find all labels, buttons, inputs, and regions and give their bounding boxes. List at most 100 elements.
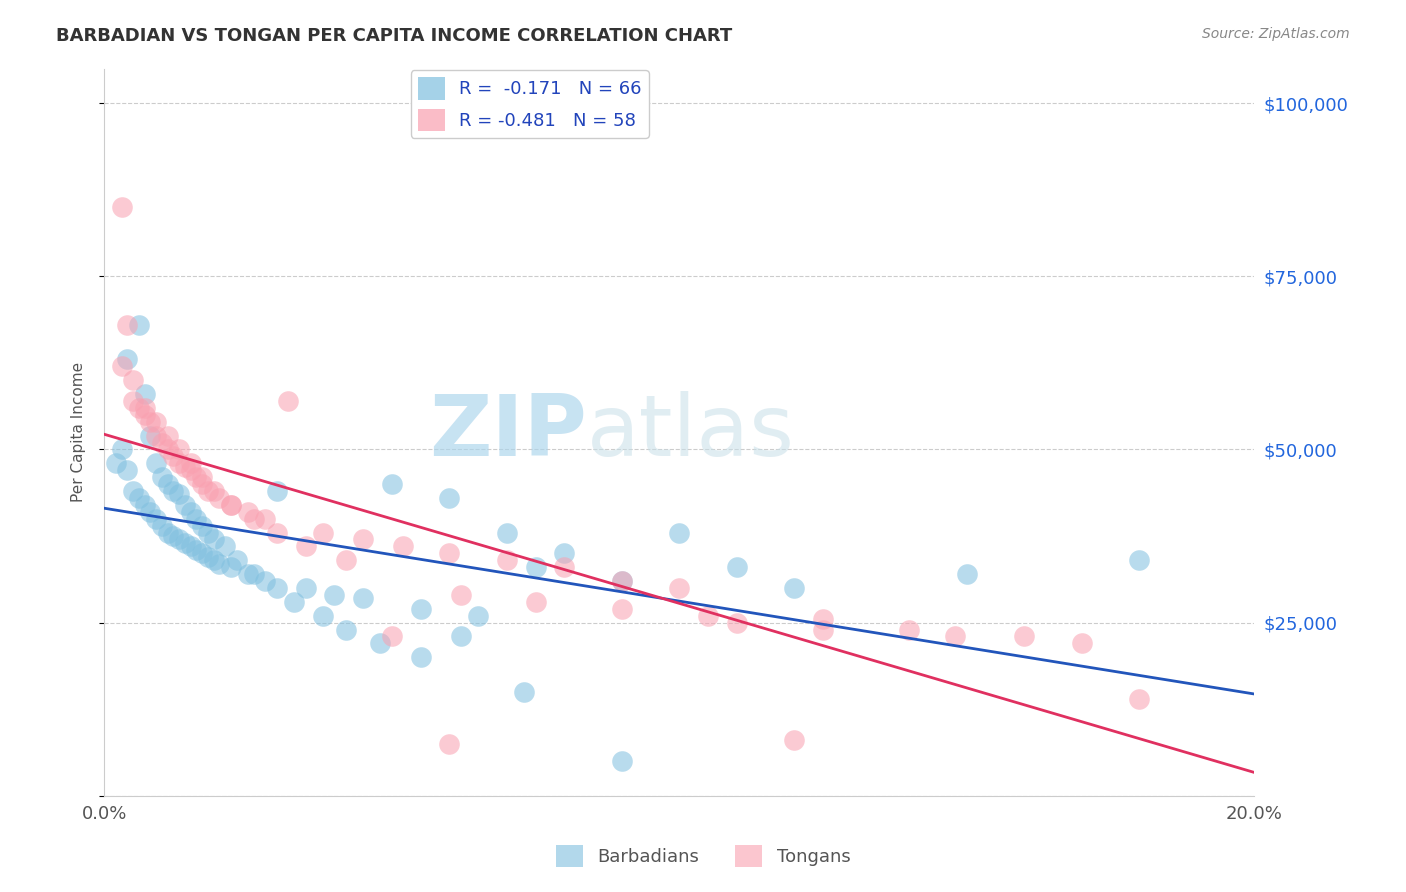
Point [943,630,966,644]
Point [145,415,167,429]
Point [145,428,167,442]
Point [180,463,202,477]
Point [156,442,179,457]
Point [236,567,259,582]
Point [392,540,415,554]
Point [553,560,575,574]
Point [150,470,173,484]
Point [167,456,190,470]
Point [122,394,145,409]
Point [225,553,247,567]
Point [409,650,432,665]
Point [352,533,374,547]
Point [134,408,156,422]
Point [811,612,834,626]
Point [467,608,489,623]
Point [139,415,162,429]
Point [156,525,179,540]
Point [167,442,190,457]
Point [513,685,536,699]
Point [191,470,214,484]
Point [134,498,156,512]
Point [173,459,195,474]
Point [156,428,179,442]
Point [352,591,374,606]
Point [162,450,184,464]
Point [117,463,139,477]
Point [197,525,219,540]
Point [134,387,156,401]
Point [277,394,299,409]
Point [173,536,195,550]
Point [266,483,288,498]
Point [219,560,242,574]
Point [283,595,305,609]
Point [610,754,633,768]
Point [208,557,231,571]
Point [186,542,208,557]
Point [381,630,404,644]
Point [610,601,633,615]
Point [495,553,517,567]
Point [208,491,231,505]
Point [811,623,834,637]
Point [439,737,461,751]
Point [110,200,132,214]
Point [725,560,748,574]
Point [186,512,208,526]
Point [254,512,277,526]
Point [180,540,202,554]
Point [197,483,219,498]
Point [110,359,132,374]
Text: Source: ZipAtlas.com: Source: ZipAtlas.com [1202,27,1350,41]
Point [122,373,145,387]
Point [219,498,242,512]
Point [381,477,404,491]
Point [368,636,391,650]
Point [439,546,461,560]
Point [243,567,266,582]
Point [104,456,127,470]
Point [236,505,259,519]
Point [610,574,633,588]
Point [117,318,139,332]
Point [191,518,214,533]
Point [266,525,288,540]
Point [134,401,156,415]
Point [495,525,517,540]
Point [173,498,195,512]
Point [697,608,720,623]
Point [323,588,346,602]
Point [139,505,162,519]
Point [956,567,979,582]
Point [1128,553,1150,567]
Point [197,549,219,564]
Point [783,581,806,595]
Point [312,608,335,623]
Legend: R =  -0.171   N = 66, R = -0.481   N = 58: R = -0.171 N = 66, R = -0.481 N = 58 [411,70,650,137]
Point [139,428,162,442]
Point [191,546,214,560]
Point [202,533,225,547]
Point [219,498,242,512]
Point [202,483,225,498]
Point [668,525,690,540]
Point [450,630,472,644]
Y-axis label: Per Capita Income: Per Capita Income [72,362,86,502]
Point [150,518,173,533]
Point [191,477,214,491]
Point [312,525,335,540]
Point [128,491,150,505]
Point [202,553,225,567]
Point [450,588,472,602]
Point [294,540,316,554]
Point [167,533,190,547]
Point [898,623,921,637]
Point [150,435,173,450]
Point [266,581,288,595]
Point [725,615,748,630]
Point [335,553,357,567]
Point [122,483,145,498]
Point [524,560,547,574]
Point [783,733,806,747]
